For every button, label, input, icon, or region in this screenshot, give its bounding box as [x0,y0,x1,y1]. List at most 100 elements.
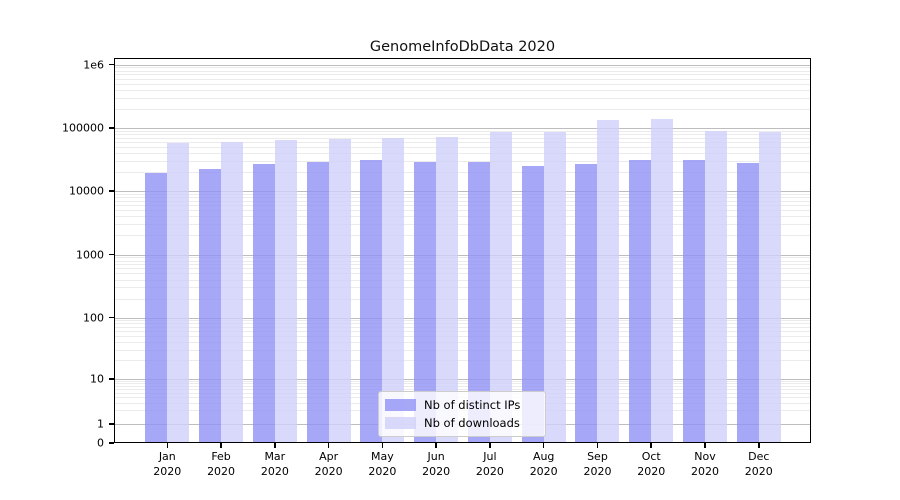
x-tick-label-year: 2020 [260,465,289,478]
bar-distinct-ips [360,160,383,443]
gridline-minor [115,331,810,333]
gridline-major [115,128,810,129]
x-tick-label-month: Aug [532,450,555,463]
bar-downloads [651,119,674,443]
bar-downloads [597,120,620,443]
bar-downloads [758,131,781,443]
x-axis-tick [489,443,491,448]
x-tick-label-year: 2020 [153,465,182,478]
gridline-minor [115,193,810,195]
gridline-minor [115,70,810,72]
x-tick-label: Jan 2020 [153,449,181,479]
x-tick-label-year: 2020 [314,465,343,478]
legend-label-downloads: Nb of downloads [424,416,520,430]
gridline-minor [115,341,810,343]
bar-downloads [221,142,244,443]
gridline-major [115,254,810,256]
x-axis-tick [327,443,330,448]
y-axis-tick [109,442,114,444]
x-tick-label-month: Feb [211,450,231,463]
x-axis-tick [435,443,437,448]
bar-distinct-ips [521,165,544,443]
gridline-minor [115,381,810,383]
bar-distinct-ips [414,162,437,443]
x-tick-label-month: Sep [587,450,608,463]
x-axis-tick [274,443,276,448]
gridline-minor [115,388,810,390]
gridline-minor [115,349,810,351]
gridline-minor [115,146,810,148]
gridline-minor [115,260,810,262]
y-axis-tick [109,378,114,380]
x-tick-label-year: 2020 [691,465,719,478]
gridline-minor [115,360,810,362]
bar-downloads [274,140,297,443]
x-tick-label-month: Jun [427,450,445,463]
gridline-minor [115,108,810,110]
y-tick-label: 100000 [62,121,104,135]
chart-title: GenomeInfoDbData 2020 [369,39,556,55]
bar-downloads [382,138,405,443]
x-tick-label-year: 2020 [422,465,451,478]
legend-swatch-distinct-ips [385,399,416,411]
gridline-minor [115,134,810,136]
legend-swatch-downloads [385,417,416,429]
x-tick-label: Jun 2020 [422,449,450,479]
x-tick-label: Feb 2020 [207,449,235,479]
x-tick-label-month: Jul [483,450,497,463]
x-tick-label: Apr 2020 [315,449,343,479]
y-tick-label: 1000 [76,248,104,261]
x-tick-label-year: 2020 [207,465,236,478]
gridline-minor [115,336,810,337]
bar-distinct-ips [736,162,759,443]
bar-distinct-ips [252,164,275,443]
x-tick-label-month: Dec [748,450,770,463]
gridline-minor [115,268,810,270]
gridline-minor [115,137,810,139]
gridline-minor [115,83,810,85]
bar-distinct-ips [306,162,329,443]
x-tick-label-year: 2020 [583,465,612,478]
x-tick-label-year: 2020 [368,465,397,478]
x-tick-label-month: Mar [264,450,286,463]
x-axis-tick [381,443,384,448]
bar-downloads [167,143,190,443]
x-axis-tick [596,443,599,448]
x-tick-label: Dec 2020 [745,449,773,479]
gridline-minor [115,210,810,212]
x-tick-label: Jul 2020 [476,449,504,479]
gridline-minor [115,235,810,237]
y-tick-label: 1e6 [83,58,104,71]
gridline-major [115,64,810,66]
y-tick-label: 100 [83,311,104,324]
x-tick-label-month: May [371,450,394,463]
gridline-minor [115,97,810,99]
bar-distinct-ips [683,160,705,443]
bar-downloads [328,139,351,443]
y-axis-tick [109,253,114,256]
y-axis-tick [109,63,114,66]
gridline-minor [115,320,810,322]
gridline-major [115,191,810,192]
bar-downloads [489,131,512,443]
gridline-minor [115,327,810,329]
gridline-minor [115,89,810,91]
y-tick-label: 10 [90,372,104,386]
gridline-minor [115,200,810,202]
x-tick-label: Sep 2020 [583,449,611,479]
gridline-minor [115,130,810,132]
gridline-minor [115,172,810,174]
gridline-minor [115,67,810,69]
x-axis-tick [704,443,706,448]
gridline-minor [115,153,810,155]
x-tick-label-month: Oct [641,450,661,463]
x-tick-label-month: Jan [158,450,176,463]
gridline-minor [115,141,810,143]
bar-downloads [543,131,566,443]
gridline-major [115,317,810,319]
bar-distinct-ips [467,162,490,443]
legend: Nb of distinct IPs Nb of downloads [378,391,546,437]
y-axis-tick [109,423,114,425]
gridline-minor [115,273,810,275]
